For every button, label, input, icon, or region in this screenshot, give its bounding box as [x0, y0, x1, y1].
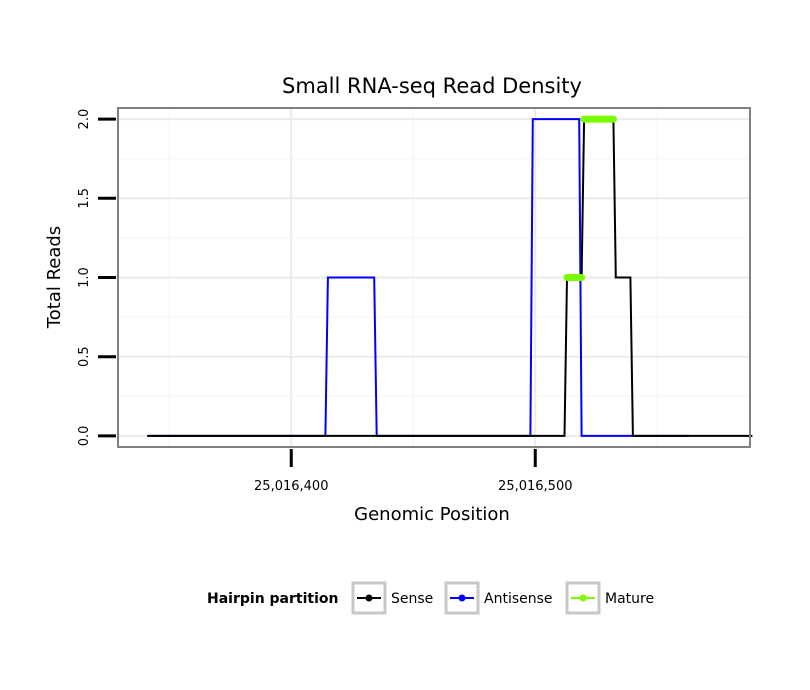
- legend-label: Mature: [605, 591, 654, 607]
- x-tick-label: 25,016,500: [498, 479, 572, 494]
- x-tick-label: 25,016,400: [254, 479, 328, 494]
- legend-item-antisense: Antisense: [444, 581, 553, 615]
- legend-item-mature: Mature: [565, 581, 654, 615]
- series-group: [147, 115, 753, 437]
- legend-label: Sense: [391, 591, 433, 607]
- chart-title: Small RNA-seq Read Density: [282, 74, 582, 98]
- legend-title: Hairpin partition: [207, 591, 338, 607]
- x-axis: 25,016,400 25,016,500: [254, 449, 572, 494]
- y-tick-label: 0.0: [77, 426, 92, 447]
- y-tick-label: 1.5: [77, 188, 92, 209]
- y-axis: 0.0 0.5 1.0 1.5 2.0: [77, 109, 116, 446]
- legend-key-point: [579, 594, 587, 602]
- y-tick-label: 0.5: [77, 346, 92, 367]
- legend-key-mature: [565, 581, 601, 615]
- legend: Hairpin partition Sense Antisense Mature: [207, 581, 654, 615]
- y-tick-label: 1.0: [77, 267, 92, 288]
- y-axis-title: Total Reads: [44, 226, 65, 329]
- legend-label: Antisense: [484, 591, 553, 607]
- x-axis-title: Genomic Position: [354, 504, 510, 525]
- legend-key-point: [458, 594, 466, 602]
- y-tick-label: 2.0: [77, 109, 92, 130]
- legend-item-sense: Sense: [351, 581, 433, 615]
- gridlines: [118, 108, 750, 447]
- plot-border: [117, 107, 751, 448]
- legend-key-point: [365, 594, 373, 602]
